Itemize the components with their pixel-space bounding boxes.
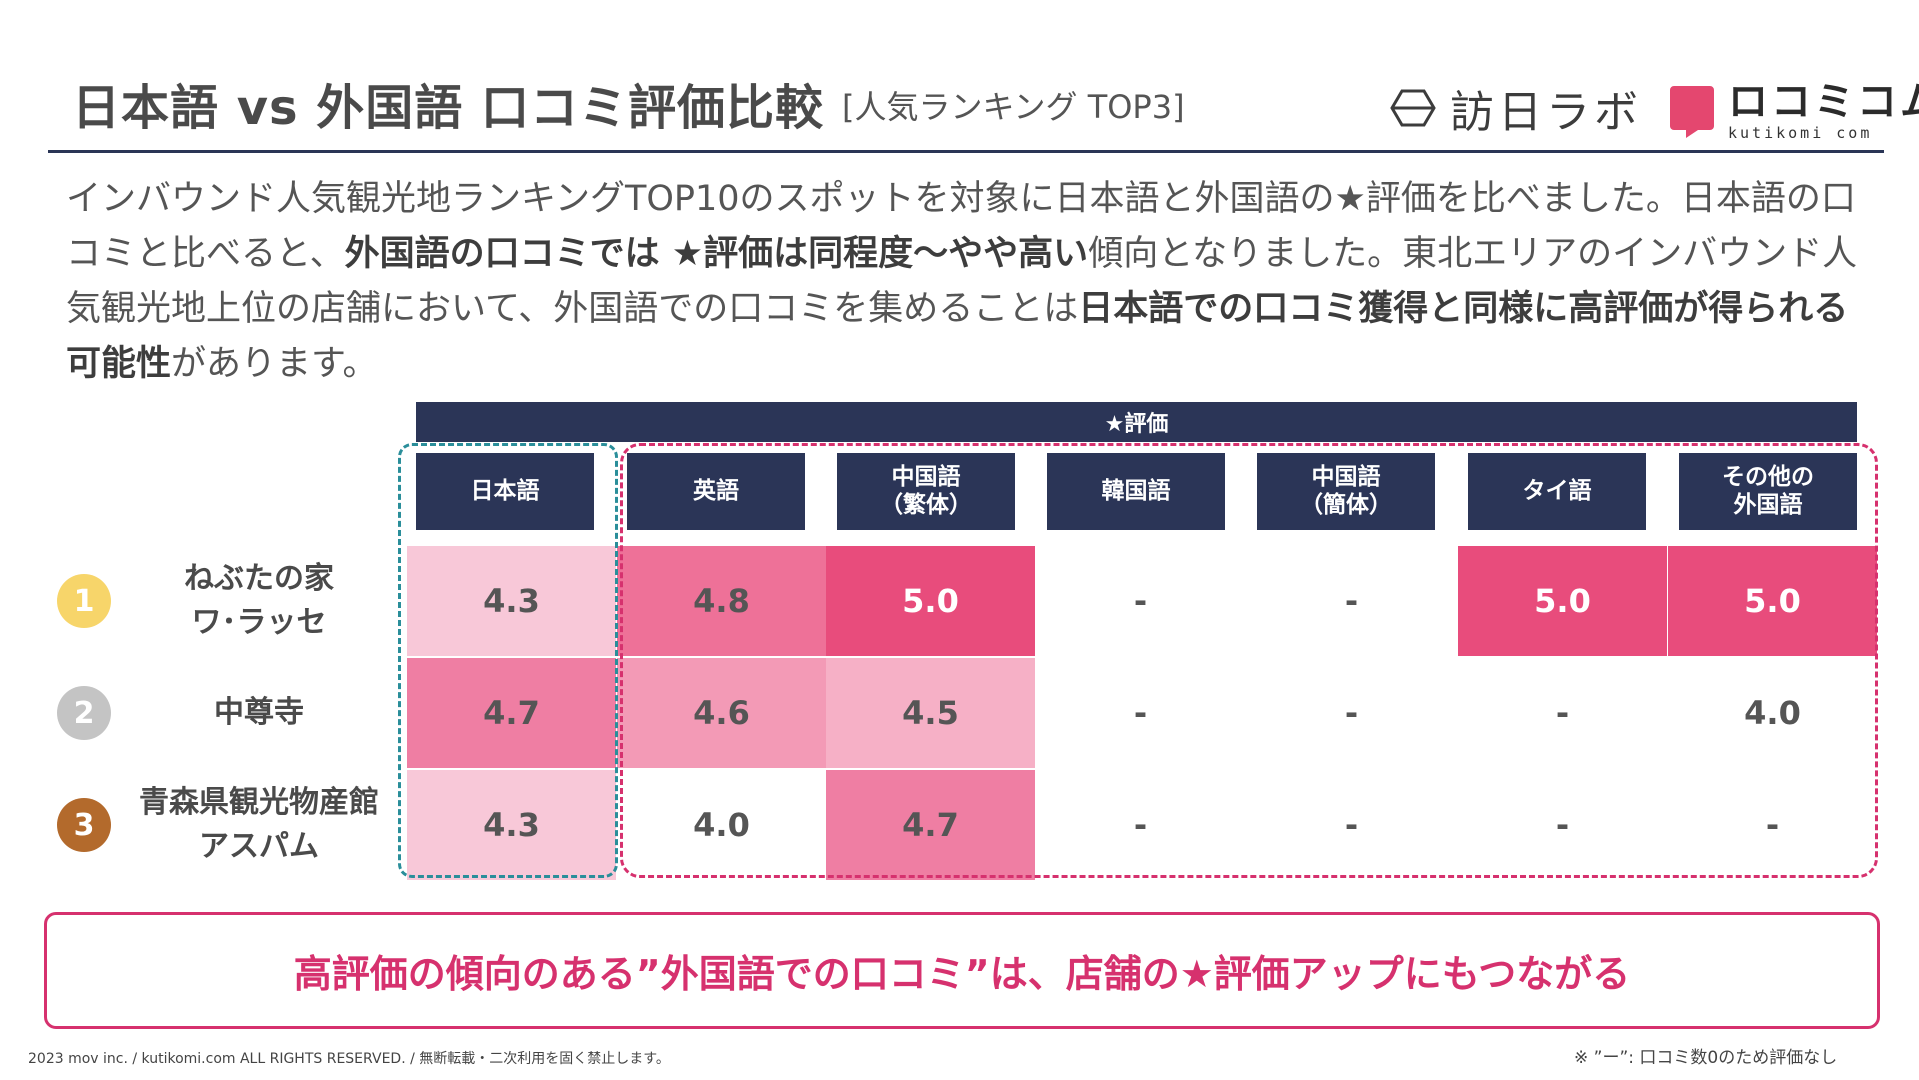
lab-logo-text: 訪日ラボ [1450,87,1642,138]
column-header: 日本語 [416,453,594,530]
rating-cell: - [1036,770,1245,880]
column-header: タイ語 [1468,453,1646,530]
lab-logo-icon [1390,89,1436,127]
spot-name-line: アスパム [199,829,319,864]
japanese-highlight-box [398,443,618,878]
kutikomi-logo-subtext: kutikomi com [1728,123,1873,142]
page-title: 日本語 vs 外国語 口コミ評価比較 [72,80,824,136]
rating-cell: 5.0 [826,546,1035,656]
rating-cell: 4.0 [1668,658,1877,768]
rating-cell: 4.6 [617,658,826,768]
copyright-footer: 2023 mov inc. / kutikomi.com ALL RIGHTS … [28,1051,670,1067]
spot-name: ねぶたの家ワ･ラッセ [124,557,394,645]
spot-name: 中尊寺 [124,691,394,735]
houjin-lab-logo: 訪日ラボ [1390,82,1642,138]
rating-cell: - [1458,658,1667,768]
rank-badge: 1 [57,574,111,628]
rating-cell: - [1458,770,1667,880]
rank-badge: 2 [57,686,111,740]
rating-cell: 4.7 [407,658,616,768]
description-text-2: 傾向となりました。東北エリアのインバウンド人気観光地上位の店舗において、外国語で… [66,234,1858,329]
conclusion-callout: 高評価の傾向のある”外国語での口コミ”は、店舗の★評価アップにもつながる [44,912,1880,1029]
spot-name: 青森県観光物産館 アスパム [124,781,394,869]
description-text-1: インバウンド人気観光地ランキングTOP10のスポットを対象に日本語と外国語の★評… [66,179,1856,274]
description-emphasis-1: 外国語の口コミでは ★評価は同程度〜やや高い [344,234,1089,274]
description-emphasis-2: 日本語での口コミ獲得と同様に高評価が得られる可能性 [66,289,1849,384]
star-rating-header: ★評価 [416,402,1857,442]
rating-cell: - [1247,658,1456,768]
rating-cell: - [1247,546,1456,656]
column-header: 韓国語 [1047,453,1225,530]
kutikomi-logo: ロコミコム kutikomi com [1668,80,1919,142]
header-divider [48,150,1884,153]
rating-cell: 4.0 [617,770,826,880]
foreign-highlight-box [620,443,1878,878]
rating-cell: 4.5 [826,658,1035,768]
rating-cell: 4.8 [617,546,826,656]
rating-cell: - [1668,770,1877,880]
column-header: 中国語 （簡体） [1257,453,1435,530]
kutikomi-logo-text: ロコミコム [1728,78,1919,125]
description-text-3: があります。 [171,344,378,384]
rating-cell: 5.0 [1458,546,1667,656]
column-header: 中国語 （繁体） [837,453,1015,530]
column-header: その他の 外国語 [1679,453,1857,530]
spot-name-line: ねぶたの家 [184,561,334,596]
page-subtitle: [人気ランキング TOP3] [842,88,1185,126]
rating-cell: - [1036,658,1245,768]
rating-cell: 4.3 [407,770,616,880]
rating-cell: 4.3 [407,546,616,656]
column-header: 英語 [627,453,805,530]
rating-cell: 5.0 [1668,546,1877,656]
rating-cell: 4.7 [826,770,1035,880]
spot-name-line: ワ･ラッセ [191,605,327,640]
kutikomi-logo-icon [1670,86,1714,138]
rating-cell: - [1036,546,1245,656]
description-paragraph: インバウンド人気観光地ランキングTOP10のスポットを対象に日本語と外国語の★評… [66,172,1866,392]
rank-badge: 3 [57,798,111,852]
spot-name-line: 青森県観光物産館 [139,785,379,820]
rating-cell: - [1247,770,1456,880]
spot-name-line: 中尊寺 [214,695,304,730]
dash-note: ※ ”ー”: 口コミ数0のため評価なし [1574,1048,1838,1068]
